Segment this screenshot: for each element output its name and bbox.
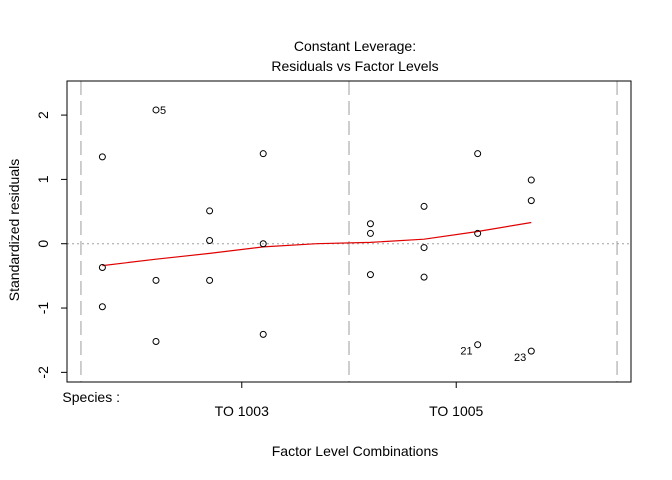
y-tick-label: 2 xyxy=(35,111,51,119)
data-point xyxy=(366,220,374,228)
y-tick-label: -1 xyxy=(35,302,51,315)
data-point xyxy=(366,229,374,237)
data-point xyxy=(474,229,482,237)
data-point xyxy=(474,341,482,349)
data-point xyxy=(152,106,160,114)
data-point xyxy=(206,237,214,245)
y-axis-label: Standardized residuals xyxy=(6,159,22,301)
data-point xyxy=(527,176,535,184)
data-point xyxy=(259,150,267,158)
point-label: 21 xyxy=(460,346,472,358)
chart-title-line2: Residuals vs Factor Levels xyxy=(271,58,438,74)
data-point xyxy=(206,276,214,284)
y-tick-label: -2 xyxy=(35,366,51,379)
data-point xyxy=(366,271,374,279)
data-point xyxy=(527,347,535,355)
x-tick-label: TO 1003 xyxy=(215,403,269,419)
smoothed-trend-line xyxy=(102,221,532,267)
data-point xyxy=(527,197,535,205)
chart-title-line1: Constant Leverage: xyxy=(294,38,416,54)
x-axis-label: Factor Level Combinations xyxy=(272,443,439,459)
x-tick-label: TO 1005 xyxy=(429,403,483,419)
data-point xyxy=(98,264,106,272)
plot-border xyxy=(66,80,632,383)
plot-area: -2 -1 0 1 2 TO 1003 TO 1005 5 21 23 xyxy=(35,80,632,419)
y-tick-label: 1 xyxy=(35,175,51,183)
data-point xyxy=(259,240,267,248)
data-point xyxy=(152,276,160,284)
data-point xyxy=(206,207,214,215)
data-point xyxy=(98,153,106,161)
point-label: 5 xyxy=(160,105,166,117)
y-tick-label: 0 xyxy=(35,240,51,248)
data-point xyxy=(259,330,267,338)
data-point xyxy=(420,244,428,252)
data-point xyxy=(474,150,482,158)
data-point xyxy=(98,303,106,311)
data-point xyxy=(420,202,428,210)
factor-label: Species : xyxy=(62,389,120,405)
data-point xyxy=(420,273,428,281)
data-point xyxy=(152,337,160,345)
point-label: 23 xyxy=(514,352,526,364)
